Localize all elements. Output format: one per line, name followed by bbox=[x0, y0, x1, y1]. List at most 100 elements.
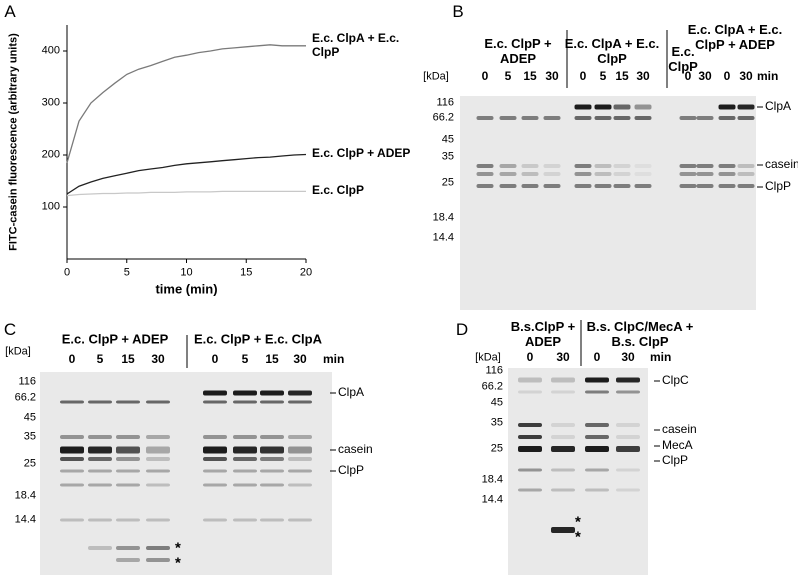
gel-band bbox=[585, 468, 609, 472]
line-series bbox=[66, 190, 306, 197]
gel-band bbox=[679, 116, 697, 120]
series-label: E.c. ClpP + ADEP bbox=[312, 146, 411, 161]
gel-band bbox=[518, 468, 542, 472]
gel-band bbox=[521, 116, 539, 120]
gel-band bbox=[60, 446, 84, 454]
gel-band bbox=[518, 446, 542, 452]
gel-band bbox=[288, 435, 312, 439]
gel-band bbox=[203, 518, 227, 522]
gel-band bbox=[594, 164, 612, 168]
gel-band bbox=[116, 558, 140, 562]
gel-band bbox=[116, 469, 140, 473]
gel-band bbox=[88, 469, 112, 473]
lane-label: 30 bbox=[151, 352, 165, 367]
gel-band bbox=[634, 184, 652, 188]
gel-band bbox=[718, 104, 736, 110]
lane-label: 5 bbox=[599, 69, 607, 84]
marker-label: 45 bbox=[441, 133, 454, 146]
kda-label: [kDa] bbox=[423, 70, 449, 83]
gel-band bbox=[476, 172, 494, 176]
group-title: E.c. ClpA + E.c. ClpP + ADEP bbox=[687, 22, 783, 52]
gel-band bbox=[233, 400, 257, 404]
gel-band bbox=[585, 423, 609, 427]
gel-band bbox=[613, 164, 631, 168]
gel-band bbox=[634, 164, 652, 168]
gel-band bbox=[543, 116, 561, 120]
gel-band bbox=[543, 184, 561, 188]
gel-band bbox=[574, 116, 592, 120]
lane-label: 30 bbox=[556, 350, 570, 365]
series-label: E.c. ClpA + E.c. ClpP bbox=[312, 31, 400, 59]
gel-band bbox=[88, 518, 112, 522]
gel-band bbox=[233, 390, 257, 396]
unit-label: min bbox=[323, 352, 345, 367]
lane-label: 15 bbox=[121, 352, 135, 367]
gel-band bbox=[696, 184, 714, 188]
gel-band bbox=[233, 483, 257, 487]
gel-band bbox=[60, 400, 84, 404]
marker-label: 35 bbox=[23, 430, 36, 443]
band-label: casein bbox=[662, 422, 697, 437]
lane-label: 15 bbox=[265, 352, 279, 367]
marker-label: 25 bbox=[23, 457, 36, 470]
gel-band bbox=[518, 423, 542, 427]
gel-band bbox=[737, 184, 755, 188]
gel-band bbox=[146, 435, 170, 439]
gel-band bbox=[203, 390, 227, 396]
gel-band bbox=[551, 390, 575, 394]
gel-band bbox=[594, 104, 612, 110]
band-label: ClpP bbox=[662, 453, 689, 468]
gel-band bbox=[233, 435, 257, 439]
gel-band bbox=[737, 172, 755, 176]
band-label: ClpA bbox=[765, 99, 792, 114]
gel-band bbox=[634, 172, 652, 176]
lane-label: 0 bbox=[526, 350, 534, 365]
gel-band bbox=[518, 390, 542, 394]
lane-label: 30 bbox=[698, 69, 712, 84]
gel-band bbox=[146, 518, 170, 522]
kda-label: [kDa] bbox=[475, 351, 501, 364]
gel-band bbox=[518, 435, 542, 439]
gel-band bbox=[288, 446, 312, 454]
gel-band bbox=[718, 116, 736, 120]
asterisk: * bbox=[575, 513, 581, 531]
lane-label: 0 bbox=[211, 352, 219, 367]
gel-background bbox=[460, 96, 756, 310]
band-label: ClpP bbox=[338, 463, 365, 478]
gel-band bbox=[233, 469, 257, 473]
gel-band bbox=[551, 468, 575, 472]
gel-band bbox=[116, 400, 140, 404]
lane-label: 30 bbox=[293, 352, 307, 367]
gel-band bbox=[737, 116, 755, 120]
gel-band bbox=[718, 184, 736, 188]
gel-band bbox=[260, 390, 284, 396]
marker-label: 116 bbox=[485, 364, 503, 377]
gel-band bbox=[288, 400, 312, 404]
lane-label: 5 bbox=[96, 352, 104, 367]
panel-label: A bbox=[4, 2, 16, 22]
gel-band bbox=[203, 483, 227, 487]
lane-label: 0 bbox=[723, 69, 731, 84]
lane-label: 30 bbox=[621, 350, 635, 365]
y-tick-label: 300 bbox=[41, 96, 60, 109]
gel-band bbox=[88, 435, 112, 439]
asterisk: * bbox=[175, 554, 181, 572]
group-title: E.c. ClpP + E.c. ClpA bbox=[194, 331, 322, 347]
gel-band bbox=[521, 172, 539, 176]
gel-band bbox=[88, 546, 112, 550]
gel-band bbox=[233, 518, 257, 522]
x-tick-label: 15 bbox=[240, 266, 253, 279]
asterisk: * bbox=[175, 539, 181, 557]
gel-band bbox=[521, 184, 539, 188]
y-tick-label: 200 bbox=[41, 148, 60, 161]
gel-band bbox=[146, 483, 170, 487]
marker-label: 66.2 bbox=[432, 111, 454, 124]
gel-band bbox=[679, 164, 697, 168]
gel-band bbox=[146, 546, 170, 550]
gel-band bbox=[551, 377, 575, 383]
marker-label: 25 bbox=[441, 176, 454, 189]
gel-band bbox=[260, 446, 284, 454]
lane-label: 0 bbox=[68, 352, 76, 367]
